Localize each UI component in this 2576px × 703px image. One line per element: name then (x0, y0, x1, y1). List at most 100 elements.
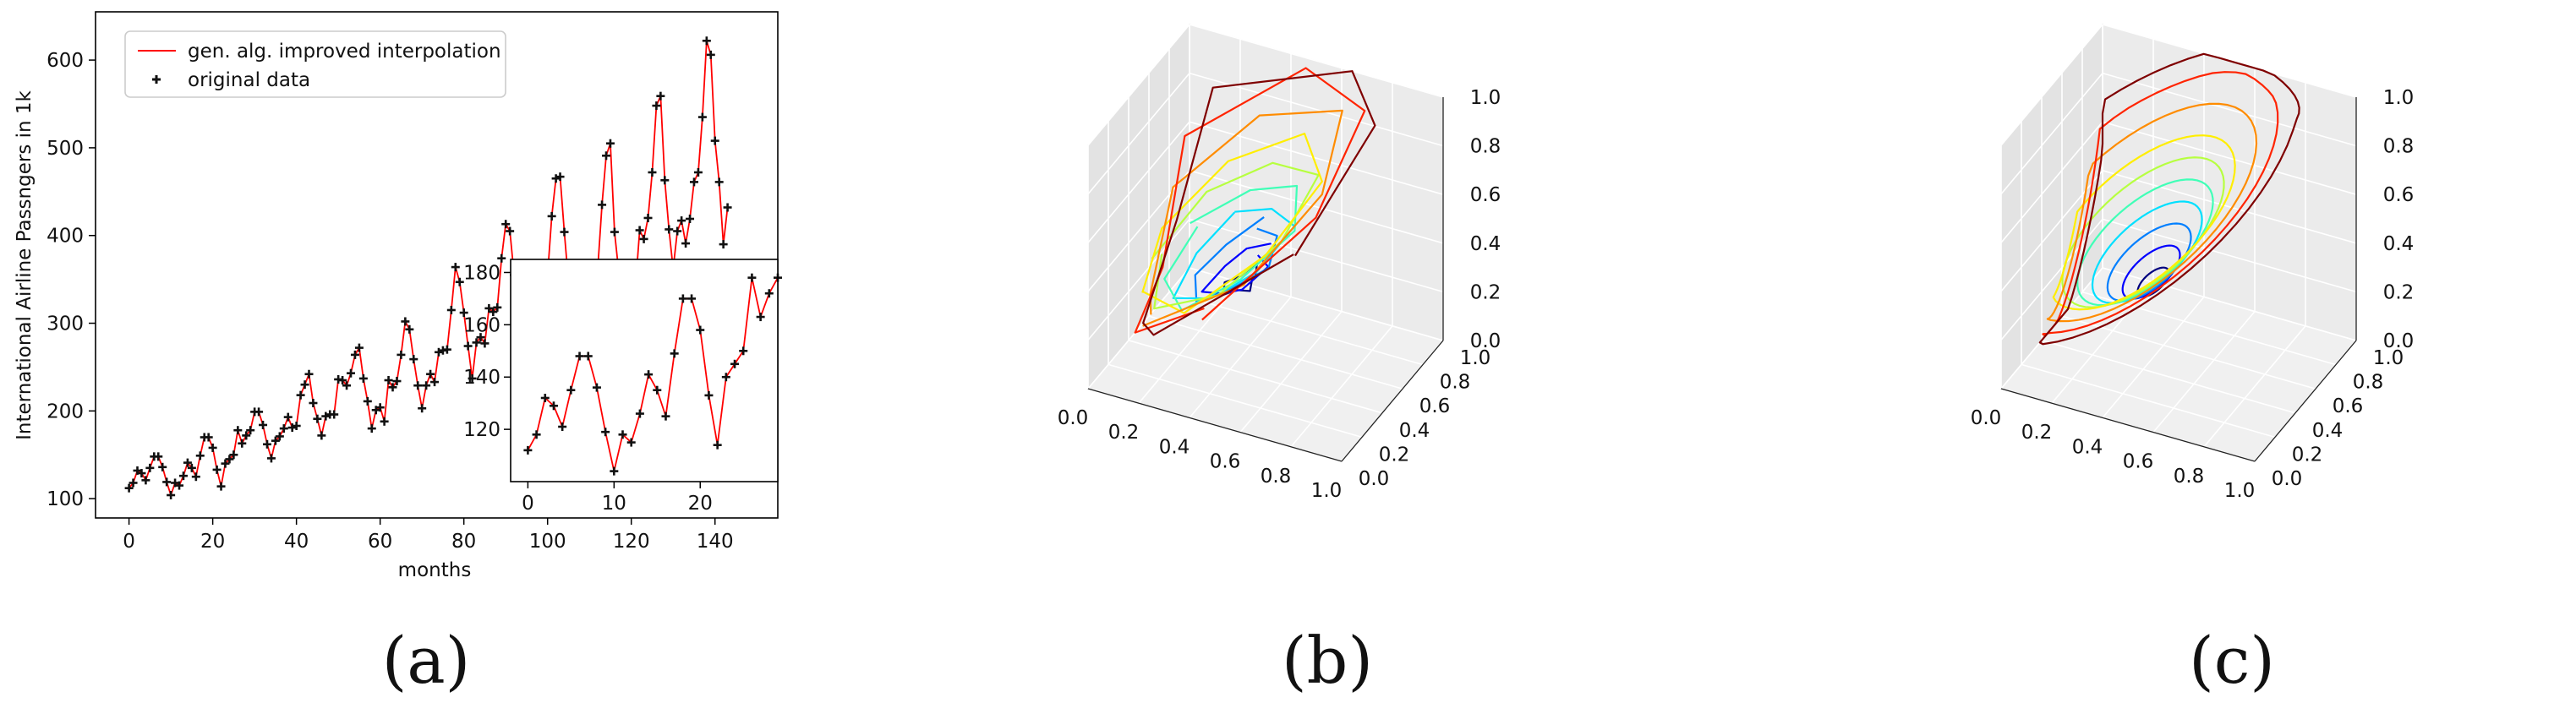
x-tick-label: 1.0 (2224, 480, 2256, 502)
data-point (446, 305, 456, 314)
data-point (501, 220, 511, 229)
x-tick-label: 0.8 (1261, 466, 1292, 488)
data-point (719, 240, 728, 249)
inset-data-point (635, 409, 644, 418)
data-point (347, 368, 356, 378)
back-grid-line (1189, 218, 1444, 293)
floor-grid-line (1239, 311, 1343, 433)
back-grid-line (1189, 24, 1444, 98)
data-point (442, 345, 451, 354)
data-point (459, 308, 468, 318)
left-grid-line (1087, 24, 1190, 146)
data-point (187, 463, 196, 472)
inset-data-point (661, 411, 670, 421)
data-point (380, 417, 389, 426)
y-tick-label: 600 (46, 50, 84, 72)
data-point (422, 381, 431, 390)
x-axis-label: months (398, 559, 472, 581)
inset-data-point (592, 383, 601, 392)
data-point (208, 443, 217, 452)
data-point (652, 101, 661, 111)
floor-grid-line (1290, 325, 1393, 448)
legend: gen. alg. improved interpolation origina… (124, 30, 506, 98)
data-point (225, 455, 234, 464)
data-point (233, 426, 243, 435)
data-point (430, 378, 440, 387)
data-point (480, 339, 489, 348)
inset-interpolation-line (527, 277, 779, 471)
trajectory-loop (1134, 67, 1366, 334)
data-point (602, 151, 611, 161)
y-axis-line (2254, 340, 2357, 462)
trajectory-loop (1163, 184, 1299, 312)
inset-data-point (610, 466, 619, 476)
left-grid-line (1087, 121, 1190, 243)
data-point (706, 50, 715, 59)
data-point (472, 338, 481, 347)
inset-series-layer (523, 273, 782, 476)
inset-axis-ticks: 0 10 20 120 140 160 180 (463, 262, 713, 515)
data-point (238, 439, 247, 448)
inset-x-tick-label: 20 (688, 493, 713, 515)
trajectory-loop (1151, 161, 1320, 310)
inset-data-point (713, 440, 722, 450)
y-tick-label: 200 (46, 401, 84, 422)
data-point (300, 380, 309, 390)
y-axis-line (1341, 340, 1444, 462)
data-point (388, 383, 397, 392)
data-point (195, 451, 205, 460)
y-tick-label: 500 (46, 138, 84, 160)
data-point (158, 462, 167, 471)
inset-data-point (601, 428, 610, 437)
data-point (363, 396, 372, 406)
floor-grid-line (1189, 296, 1292, 418)
inset-background (511, 259, 778, 482)
floor-grid-line (2152, 311, 2256, 433)
data-point (697, 112, 707, 122)
floor-grid-line (2102, 267, 2357, 341)
inset-data-point (558, 422, 567, 432)
floor-grid-line (2041, 340, 2296, 414)
y-tick-label: 0.0 (2272, 468, 2303, 490)
data-point (279, 424, 288, 433)
data-point (367, 424, 376, 433)
data-point (384, 376, 393, 385)
data-point (266, 454, 276, 463)
data-point (710, 136, 719, 145)
legend-entry-original-data: original data (188, 69, 310, 91)
data-point (413, 381, 423, 390)
data-point (296, 390, 305, 400)
data-point (229, 450, 238, 460)
y-tick-label: 0.6 (1419, 395, 1451, 417)
inset-data-point (566, 385, 576, 395)
back-grid-line (2102, 72, 2357, 147)
panel-label-c: (c) (2189, 623, 2275, 698)
x-tick-label: 0.8 (2174, 466, 2205, 488)
inset-x-tick-label: 10 (602, 493, 626, 515)
y-tick-label: 0.4 (2312, 420, 2344, 442)
inset-data-point (739, 346, 748, 356)
y-tick-label: 300 (46, 313, 84, 335)
data-point (141, 476, 150, 485)
data-point (693, 167, 703, 177)
inset-data-point (583, 352, 593, 361)
panel-label-b: (b) (1282, 623, 1373, 698)
left-grid-line (1087, 73, 1190, 195)
trajectory-loop (2046, 102, 2258, 323)
floor-grid-line (1148, 315, 1403, 390)
inset-data-point (704, 390, 714, 400)
x-tick-label: 120 (613, 531, 650, 553)
x-tick-label: 100 (529, 531, 566, 553)
x-tick-label: 0.2 (2021, 422, 2053, 444)
inset-data-point (721, 373, 730, 382)
data-point (397, 350, 406, 359)
data-point (673, 226, 682, 236)
inset-data-point (730, 359, 740, 368)
data-point (660, 176, 670, 185)
inset-data-point (644, 370, 654, 379)
inset-data-point (678, 294, 687, 303)
data-point (468, 373, 477, 383)
panel-c-3d-trajectory: 0.00.20.40.60.81.00.00.20.40.60.81.00.00… (1971, 23, 2414, 502)
z-tick-label: 1.0 (1470, 87, 1501, 109)
